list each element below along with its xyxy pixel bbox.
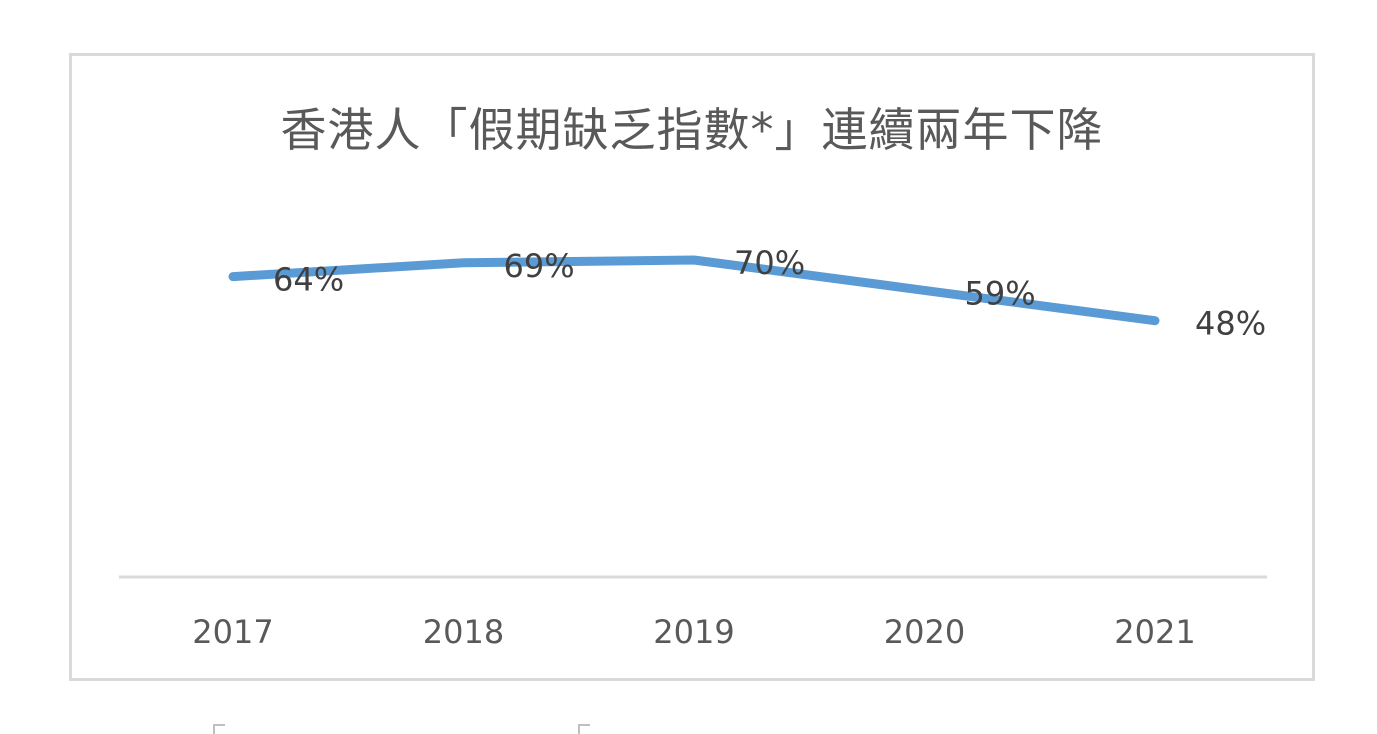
- data-label: 59%: [965, 274, 1036, 312]
- x-tick-label: 2021: [1114, 613, 1195, 651]
- cropped-bracket-mark: [578, 724, 590, 734]
- x-tick-label: 2017: [192, 613, 273, 651]
- chart-title: 香港人「假期缺乏指數*」連續兩年下降: [280, 103, 1104, 157]
- x-tick-label: 2020: [884, 613, 965, 651]
- series-line: [228, 255, 1160, 326]
- data-label: 64%: [273, 261, 344, 299]
- cropped-bracket-mark: [213, 724, 225, 734]
- x-tick-label: 2019: [653, 613, 734, 651]
- x-tick-label: 2018: [423, 613, 504, 651]
- data-label: 48%: [1195, 305, 1266, 343]
- data-label: 70%: [734, 244, 805, 282]
- data-label: 69%: [504, 247, 575, 285]
